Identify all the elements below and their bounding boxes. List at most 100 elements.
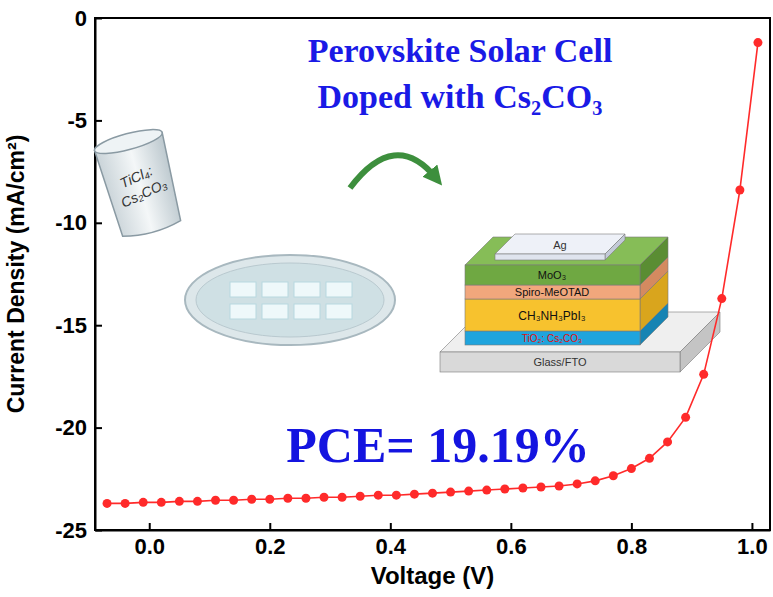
data-point [699,370,708,379]
x-axis: 0.0 0.2 0.4 0.6 0.8 1.0 [96,523,771,559]
x-tick-mark [510,523,512,530]
data-point [247,495,256,504]
substrate [230,282,256,297]
data-point [211,496,220,505]
y-tick: -20 [55,415,102,440]
x-tick-label: 0.0 [134,534,165,559]
layer-front [465,331,640,345]
layer-top [495,234,625,254]
x-tick-label: 0.6 [496,534,527,559]
substrate [294,282,320,297]
data-layer [103,38,763,508]
layer-label: CH₃NH₃PbI₃ [518,309,585,323]
substrate [262,282,288,297]
layer-front [440,352,680,372]
layer-label: Spiro-MeOTAD [515,286,589,298]
layer-label: Ag [553,239,566,251]
data-point [446,488,455,497]
layer-label: TiO₂: Cs₂CO₃ [522,333,582,344]
x-tick-label: 0.8 [617,534,648,559]
x-tick: 0.6 [496,523,527,559]
data-point [338,493,347,502]
data-point [591,476,600,485]
y-axis: 0 -5 -10 -15 -20 -25 [55,6,102,543]
data-point [500,485,509,494]
data-point [356,492,365,501]
x-tick-label: 1.0 [737,534,768,559]
x-axis-line [96,530,771,532]
x-tick: 0.4 [376,523,407,559]
petri-dish [185,255,395,345]
data-point [627,464,636,473]
y-tick: -5 [67,108,102,133]
substrate [326,304,352,319]
y-tick-mark [95,18,102,20]
data-point [175,497,184,506]
y-axis-title: Current Density (mA/cm²) [3,135,29,414]
data-point [536,482,545,491]
data-point [265,495,274,504]
beaker-label: TiCl₄:Cs₂CO₃ [111,159,170,211]
substrate [230,304,256,319]
data-point [735,186,744,195]
x-axis-title: Voltage (V) [371,562,495,589]
substrate [326,282,352,297]
annotation: Doped with Cs₂CO₃ [318,78,603,115]
x-tick: 0.0 [134,523,165,559]
data-point [301,494,310,503]
data-point [717,294,726,303]
ag-layer [495,234,625,260]
layer-front [465,265,640,285]
annotation: Perovskite Solar Cell [308,32,613,69]
data-point [283,494,292,503]
x-tick-mark [269,523,271,530]
beaker: TiCl₄:Cs₂CO₃ [92,125,186,242]
data-point [464,487,473,496]
x-tick-label: 0.4 [376,534,407,559]
x-tick-label: 0.2 [255,534,286,559]
data-point [392,491,401,500]
data-point [374,491,383,500]
chart-svg: 0.0 0.2 0.4 0.6 0.8 1.0 0 -5 -10 -15 -20 -25 Voltage… [0,0,773,597]
data-point [645,454,654,463]
dish-inner [196,263,384,337]
y-tick-mark [95,427,102,429]
x-tick: 1.0 [737,523,768,559]
y-tick-label: -5 [67,108,87,133]
data-point [663,437,672,446]
x-tick-mark [149,523,151,530]
data-point [518,484,527,493]
substrate [294,304,320,319]
layer-side [640,237,668,285]
y-tick: -25 [55,518,102,543]
data-point [482,486,491,495]
y-tick: -10 [55,210,102,235]
y-tick: 0 [75,6,102,31]
y-tick: -15 [55,313,102,338]
data-point [103,499,112,508]
y-tick-label: -15 [55,313,87,338]
arrow [350,155,436,188]
y-tick-label: -10 [55,210,87,235]
data-point [681,413,690,422]
jv-line [107,43,758,504]
data-point [753,38,762,47]
x-tick-mark [751,523,753,530]
data-point [157,498,166,507]
layer-side [680,312,720,372]
data-point [139,498,148,507]
y-tick-mark [95,222,102,224]
y-axis-line [95,19,97,531]
data-point [573,479,582,488]
layer-side [605,234,625,260]
data-point [121,499,130,508]
layer-front [465,285,640,299]
dish-outer [185,255,395,345]
moo3-layer [465,237,668,285]
data-point [428,489,437,498]
plot-frame [95,18,770,530]
device-stack [440,234,720,372]
y-tick-mark [95,325,102,327]
x-tick: 0.8 [617,523,648,559]
beaker-rim [92,125,164,159]
